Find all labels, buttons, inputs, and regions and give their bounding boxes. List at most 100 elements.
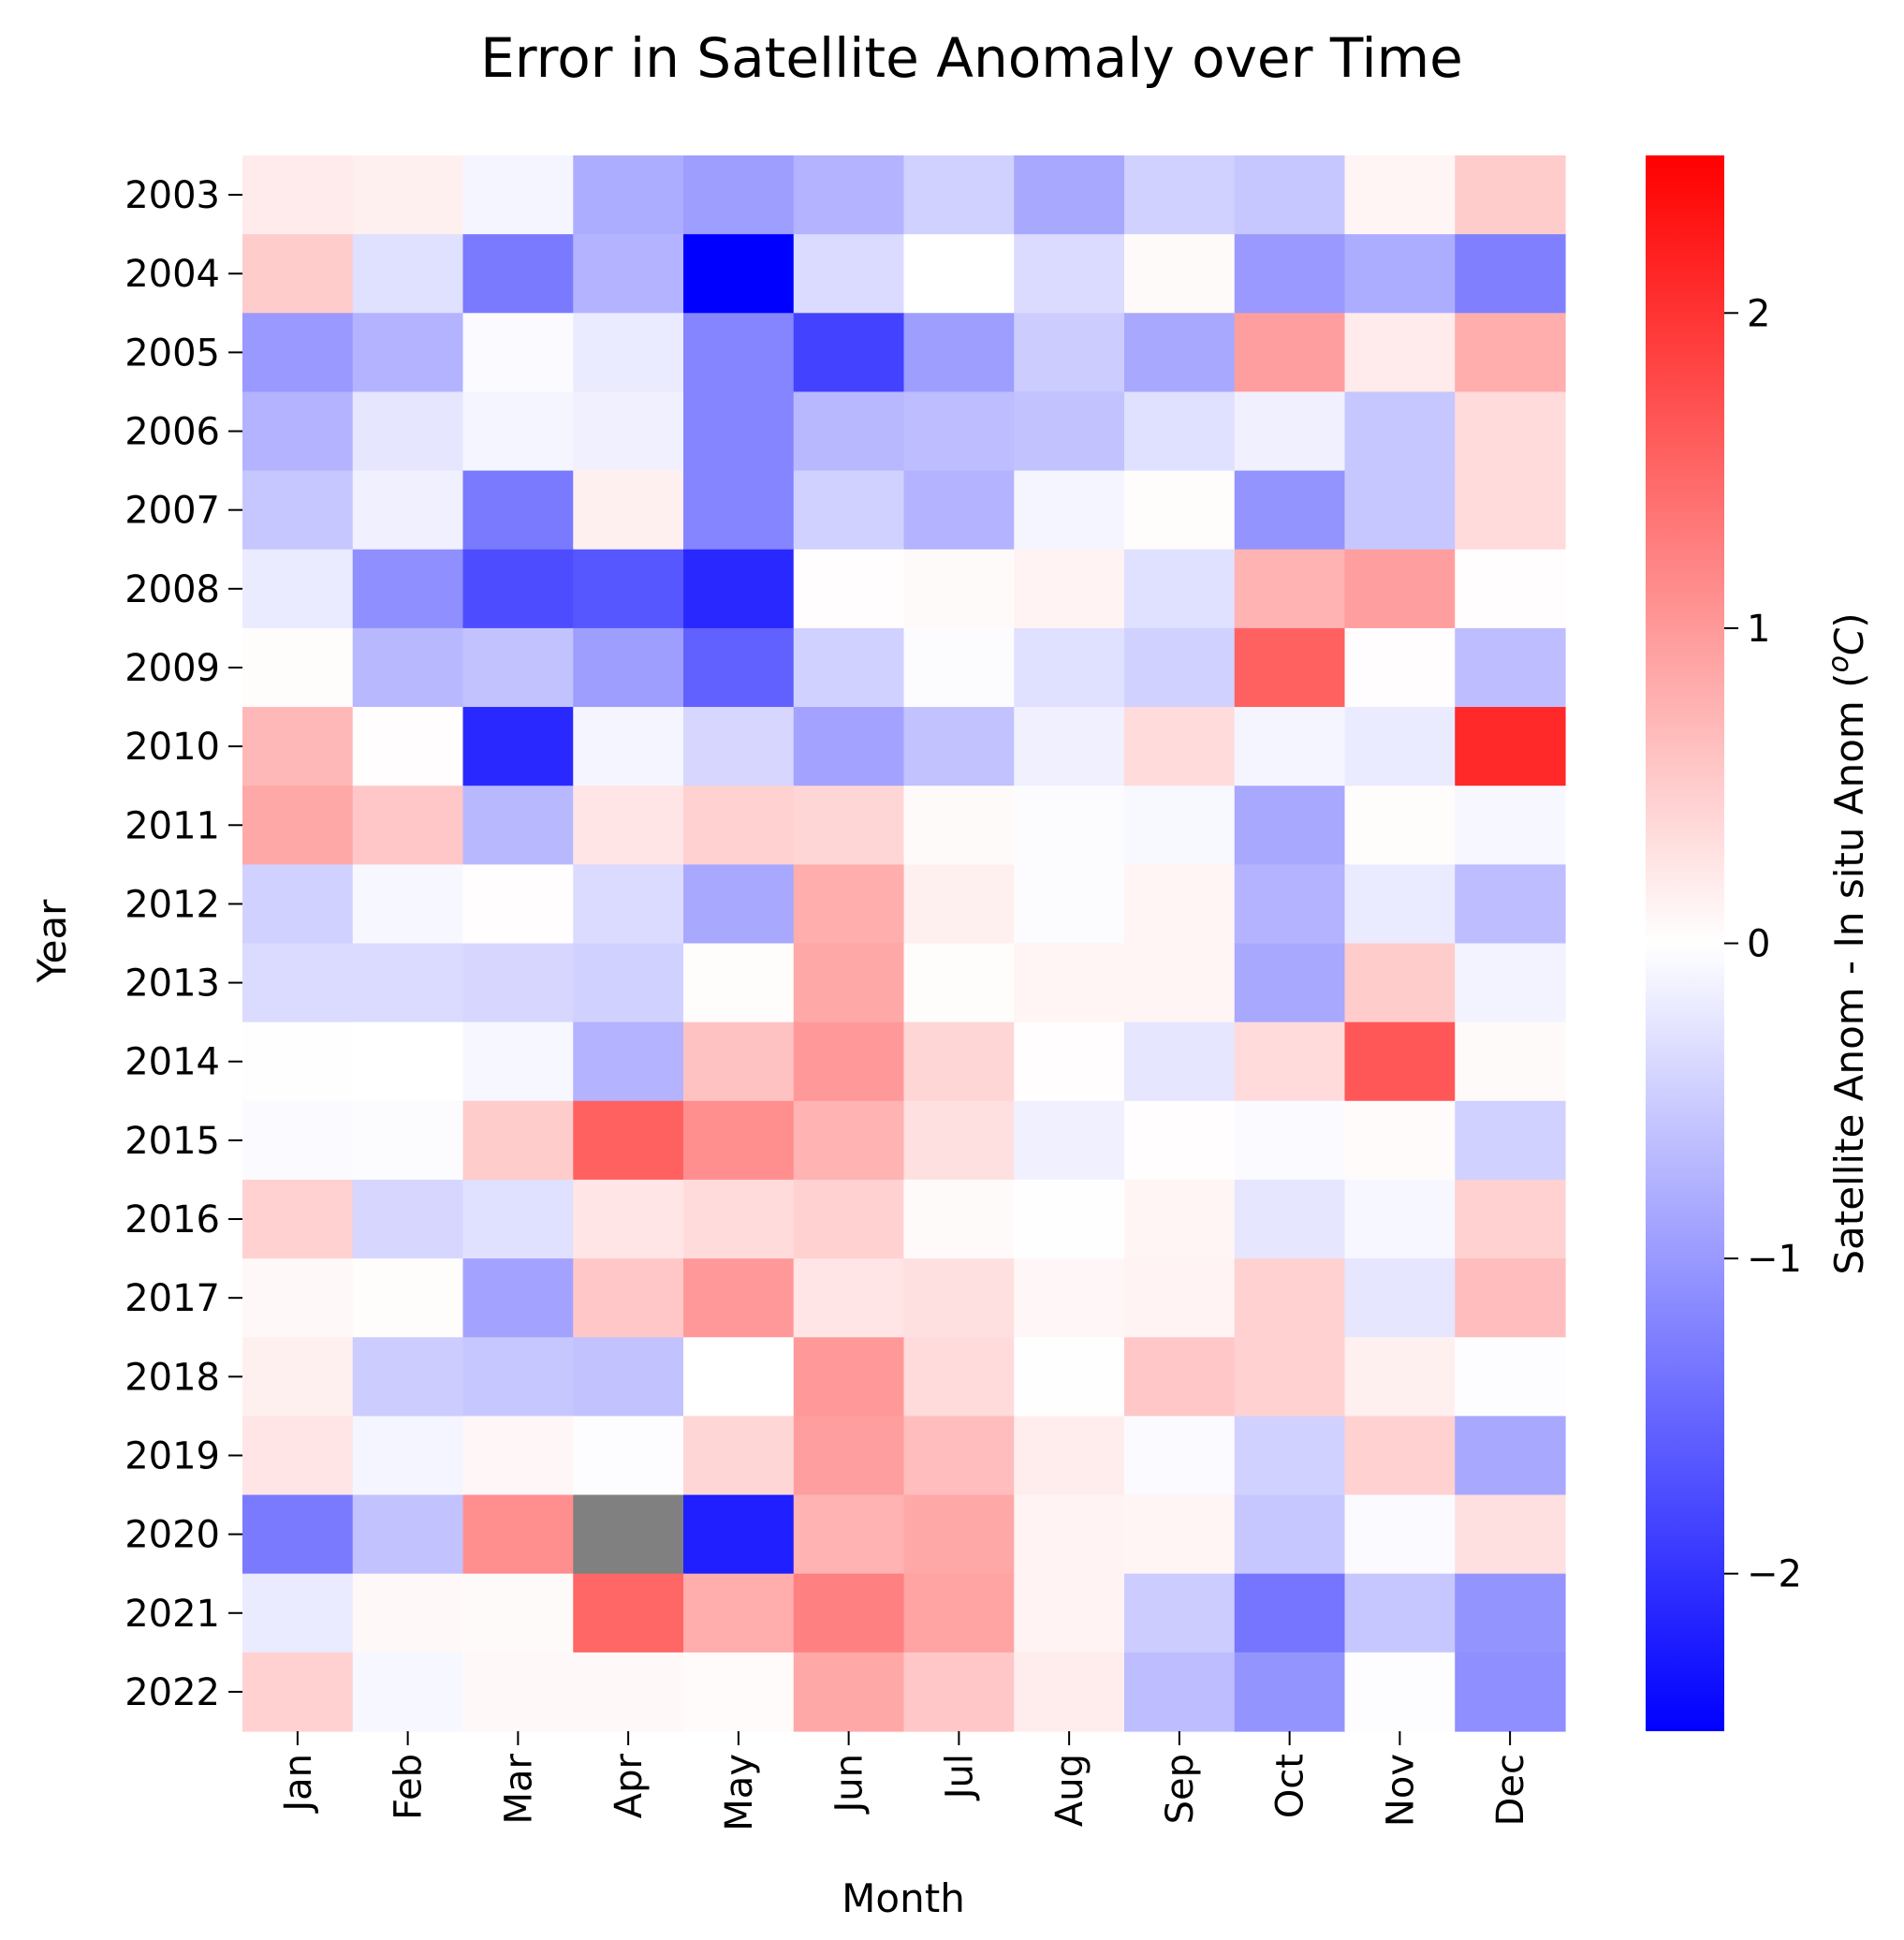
heatmap-cell (573, 786, 684, 865)
heatmap-cell (352, 786, 464, 865)
heatmap-cell (903, 943, 1015, 1023)
colorbar-axis: 2 1 0 −1 −2 (1724, 292, 1802, 1596)
heatmap-cell (683, 1573, 795, 1653)
heatmap-cell (1234, 943, 1346, 1023)
heatmap-cell (1455, 313, 1566, 393)
heatmap-cell (683, 943, 795, 1023)
heatmap-cell (462, 1021, 574, 1102)
colorbar-tick-label: 2 (1747, 292, 1770, 335)
heatmap-cell (573, 470, 684, 551)
heatmap-cell (1455, 155, 1566, 235)
heatmap-cell (1344, 1258, 1456, 1338)
heatmap-cell (573, 1573, 684, 1653)
heatmap-cell (903, 786, 1015, 865)
heatmap-cell (1455, 1494, 1566, 1575)
heatmap-cell (1124, 707, 1236, 786)
heatmap-cell (683, 786, 795, 865)
y-tick-label: 2005 (124, 331, 220, 375)
heatmap-cell (1344, 943, 1456, 1023)
heatmap-cell (903, 470, 1015, 551)
y-tick-label: 2018 (124, 1356, 220, 1399)
heatmap-cell (1455, 864, 1566, 945)
heatmap-cell (793, 627, 905, 708)
colorbar-label: Satellite Anom - In situ Anom (oC) (1823, 612, 1872, 1274)
heatmap-cell (1455, 1258, 1566, 1338)
heatmap-cell (242, 1494, 354, 1575)
x-tick-label: Mar (497, 1753, 540, 1824)
heatmap-cell (683, 1337, 795, 1417)
heatmap-cell (903, 1494, 1015, 1575)
heatmap-cell (1014, 786, 1125, 865)
heatmap-cell (1234, 1258, 1346, 1338)
heatmap-cell (462, 1179, 574, 1259)
heatmap-cell (1014, 707, 1125, 786)
y-tick-label: 2022 (124, 1671, 220, 1714)
heatmap-cell (1234, 470, 1346, 551)
heatmap-cell (352, 155, 464, 235)
heatmap-cell (683, 234, 795, 314)
heatmap-cell (903, 864, 1015, 945)
heatmap-cell (573, 1337, 684, 1417)
y-tick-label: 2015 (124, 1120, 220, 1163)
heatmap-cell (462, 864, 574, 945)
heatmap-cell (1014, 1652, 1125, 1732)
heatmap-cell (1344, 864, 1456, 945)
heatmap-cell (1014, 1416, 1125, 1496)
colorbar-tick-label: −1 (1747, 1238, 1802, 1281)
y-tick-label: 2012 (124, 883, 220, 926)
heatmap-cell (462, 234, 574, 314)
heatmap-cell (1455, 707, 1566, 786)
heatmap-cell (793, 1100, 905, 1181)
x-axis: Jan Feb Mar Apr May Jun Jul Aug Sep Oct Nov Dec (277, 1731, 1532, 1831)
y-tick-label: 2011 (124, 804, 220, 847)
heatmap-cell (1124, 1337, 1236, 1417)
heatmap-cell (242, 1416, 354, 1496)
heatmap-cell (573, 391, 684, 472)
heatmap-cell (1344, 1494, 1456, 1575)
heatmap-cell (573, 549, 684, 629)
y-tick-label: 2020 (124, 1514, 220, 1557)
heatmap-cell (1234, 1494, 1346, 1575)
heatmap-cell (1455, 234, 1566, 314)
heatmap-cell (573, 313, 684, 393)
heatmap-cell (793, 1573, 905, 1653)
heatmap-cell (1455, 549, 1566, 629)
heatmap-cell (352, 1416, 464, 1496)
heatmap-cell (1455, 786, 1566, 865)
heatmap-cell (462, 943, 574, 1023)
heatmap-cell (242, 155, 354, 235)
x-tick-label: Jun (828, 1754, 871, 1815)
heatmap-cell (903, 1258, 1015, 1338)
heatmap-cell (242, 1573, 354, 1653)
heatmap-cell (352, 627, 464, 708)
y-axis-label: Year (29, 899, 75, 984)
heatmap-cell (462, 155, 574, 235)
heatmap-cell (573, 627, 684, 708)
heatmap-cell (462, 1258, 574, 1338)
heatmap-cell (1455, 1416, 1566, 1496)
heatmap-cell (1234, 786, 1346, 865)
heatmap-cell (1234, 1021, 1346, 1102)
heatmap-cell (242, 943, 354, 1023)
heatmap-cell (352, 549, 464, 629)
heatmap-cell (683, 627, 795, 708)
heatmap-cell (1014, 627, 1125, 708)
heatmap-cell (1124, 391, 1236, 472)
heatmap-cell (793, 1179, 905, 1259)
heatmap-cell (1014, 155, 1125, 235)
heatmap-cell (1014, 1573, 1125, 1653)
heatmap-cell (903, 549, 1015, 629)
heatmap-cell (573, 1179, 684, 1259)
heatmap-cell (1344, 786, 1456, 865)
heatmap-cell (1124, 1652, 1236, 1732)
heatmap-cell (683, 1179, 795, 1259)
y-tick-label: 2014 (124, 1041, 220, 1084)
heatmap-cell (1234, 1652, 1346, 1732)
heatmap-cell (1234, 313, 1346, 393)
heatmap-cell (462, 1652, 574, 1732)
heatmap-cell (1455, 1021, 1566, 1102)
heatmap-cell (573, 1416, 684, 1496)
x-tick-label: Oct (1269, 1754, 1312, 1818)
heatmap-cell (1124, 1494, 1236, 1575)
heatmap-cell (242, 1021, 354, 1102)
